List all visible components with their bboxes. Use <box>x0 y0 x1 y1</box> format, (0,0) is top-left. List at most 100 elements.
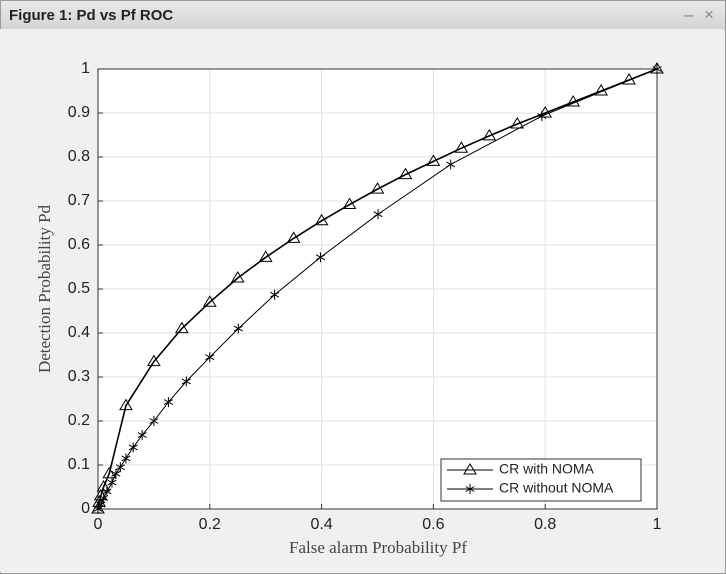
triangle <box>314 213 329 226</box>
marker <box>446 159 456 170</box>
star-arm <box>121 455 131 462</box>
star-arm <box>465 486 475 492</box>
marker <box>537 111 547 122</box>
star-arm <box>115 464 125 471</box>
series-line <box>97 68 658 510</box>
star-arm <box>111 470 121 477</box>
marker <box>342 197 357 210</box>
marker <box>314 213 329 226</box>
marker <box>96 480 111 492</box>
marker <box>107 477 117 488</box>
marker <box>652 64 662 74</box>
y-tick-label: 0.9 <box>68 104 90 121</box>
marker <box>102 466 117 479</box>
y-axis-label: Detection Probability Pd <box>35 204 54 373</box>
y-tick-label: 0.1 <box>68 456 90 473</box>
star-arm <box>373 211 383 218</box>
chart: False alarm Probability Pf Detection Pro… <box>0 29 724 572</box>
x-tick-label: 0.6 <box>422 516 444 533</box>
marker <box>286 231 301 243</box>
triangle <box>102 466 117 479</box>
star-arm <box>128 444 138 451</box>
marker <box>482 128 497 141</box>
title-bar: Figure 1: Pd vs Pf ROC – × <box>1 1 725 30</box>
star-arm <box>149 418 159 424</box>
star-arm <box>181 378 191 385</box>
marker <box>398 167 413 180</box>
y-tick-label: 0.3 <box>68 368 90 385</box>
marker <box>315 252 326 263</box>
triangle <box>202 295 217 307</box>
minimize-button[interactable]: – <box>684 5 694 24</box>
marker <box>566 95 581 107</box>
x-tick-label: 0.4 <box>310 516 332 533</box>
y-tick-label: 0.2 <box>68 412 90 429</box>
triangle <box>174 321 189 334</box>
triangle <box>594 84 608 96</box>
triangle <box>566 95 581 107</box>
triangle <box>454 141 469 153</box>
y-tick-label: 0 <box>81 500 90 517</box>
star-arm <box>107 479 117 486</box>
marker <box>181 376 191 387</box>
marker <box>510 117 525 129</box>
triangle <box>286 231 301 243</box>
y-tick-label: 0.8 <box>68 148 90 165</box>
triangle <box>119 398 133 411</box>
marker <box>230 271 245 283</box>
triangle <box>426 154 441 166</box>
star-arm <box>270 291 280 298</box>
marker <box>102 486 112 497</box>
legend-label: CR with NOMA <box>499 461 595 477</box>
marker <box>426 154 441 166</box>
marker <box>111 468 121 479</box>
star-arm <box>652 66 662 72</box>
marker <box>202 295 217 307</box>
y-tick-label: 0.4 <box>68 324 90 341</box>
marker <box>454 141 469 153</box>
y-tick-label: 0.6 <box>68 236 90 253</box>
triangle <box>258 250 273 262</box>
star-arm <box>537 113 547 120</box>
marker <box>115 462 125 473</box>
triangle <box>398 167 413 180</box>
marker <box>463 463 477 475</box>
star-arm <box>446 161 456 168</box>
marker <box>174 321 189 334</box>
x-tick-label: 0 <box>94 516 103 533</box>
triangle <box>230 271 245 283</box>
y-tick-label: 0.7 <box>68 192 90 209</box>
star-arm <box>163 399 173 406</box>
star-arm <box>315 254 326 261</box>
triangle <box>510 117 525 129</box>
marker <box>121 453 131 464</box>
marker <box>163 397 173 408</box>
triangle <box>96 480 111 492</box>
close-button[interactable]: × <box>704 5 714 24</box>
marker <box>465 484 475 494</box>
x-tick-label: 1 <box>653 516 662 533</box>
marker <box>149 416 159 426</box>
triangle <box>463 463 477 475</box>
marker <box>370 182 385 194</box>
triangle <box>147 354 161 367</box>
marker <box>233 323 243 334</box>
marker <box>270 289 280 300</box>
axes-box <box>97 68 658 510</box>
x-axis-label: False alarm Probability Pf <box>289 538 467 557</box>
marker <box>128 442 138 453</box>
marker <box>147 354 161 367</box>
triangle <box>370 182 385 194</box>
y-tick-label: 0.5 <box>68 280 90 297</box>
marker <box>137 430 147 441</box>
window-title: Figure 1: Pd vs Pf ROC <box>9 7 174 24</box>
legend-label: CR without NOMA <box>499 480 614 496</box>
triangle <box>482 128 497 141</box>
marker <box>373 209 383 220</box>
star-arm <box>233 325 243 332</box>
x-tick-label: 0.2 <box>199 516 221 533</box>
star-arm <box>205 354 215 361</box>
star-arm <box>137 432 147 439</box>
x-tick-label: 0.8 <box>534 516 556 533</box>
marker <box>594 84 608 96</box>
